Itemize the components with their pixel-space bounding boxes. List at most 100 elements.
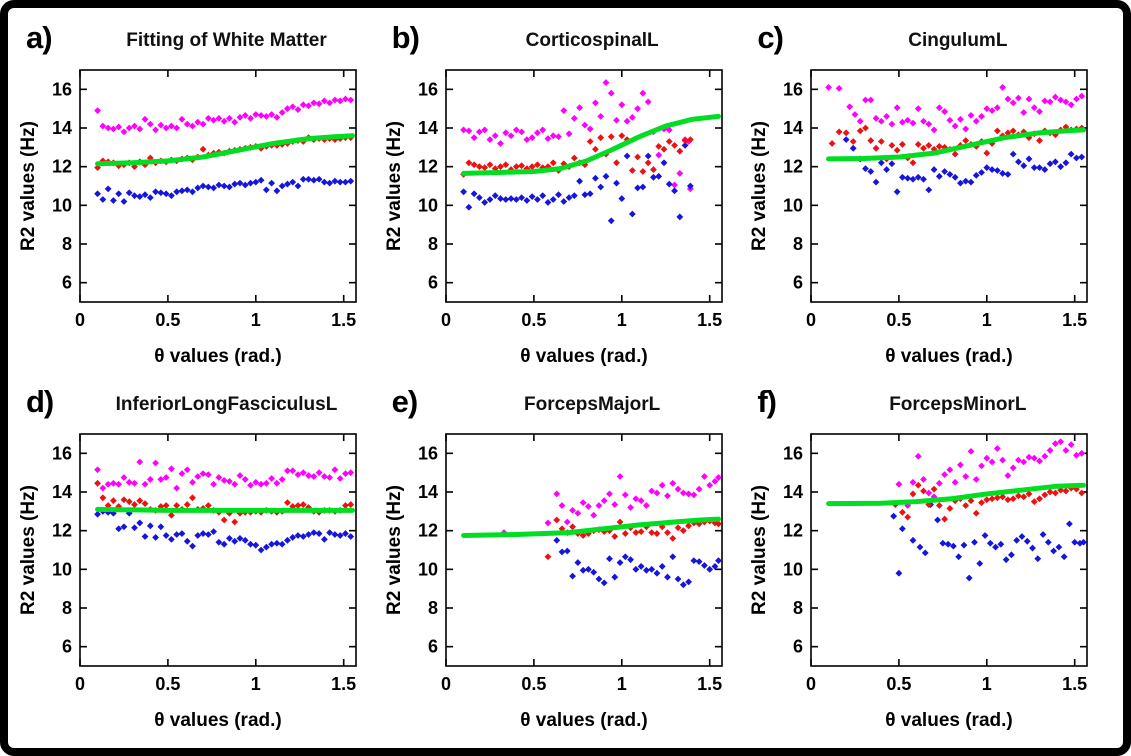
chart-svg: 0 0.5 1 1.5 6 8 10 12 14 16 θ values (rad.) R2 valu…	[18, 433, 357, 731]
y-tick-label: 10	[418, 195, 438, 215]
chart-title-f: ForcepsMinorL	[889, 394, 1027, 415]
y-tick-label: 10	[783, 559, 803, 579]
x-tick-label: 1	[616, 674, 626, 694]
subplot-e-header: e) ForcepsMajorL	[384, 382, 747, 426]
y-tick-label: 14	[418, 482, 438, 502]
y-tick-label: 16	[418, 79, 438, 99]
red-points	[892, 481, 1086, 523]
x-tick-label: 0.5	[521, 310, 546, 330]
fit-line	[95, 506, 355, 513]
fit-line	[460, 113, 721, 176]
y-axis-label: R2 values (Hz)	[384, 485, 405, 615]
x-tick-label: 1.5	[697, 310, 722, 330]
y-tick-label: 12	[52, 521, 72, 541]
y-tick-label: 10	[52, 195, 72, 215]
x-tick-label: 0	[806, 674, 816, 694]
y-tick-label: 6	[793, 273, 803, 293]
x-tick-label: 0.5	[521, 674, 546, 694]
panel-label-d: d)	[26, 384, 54, 419]
panel-label-b: b)	[391, 20, 420, 55]
y-tick-label: 8	[62, 234, 72, 254]
x-tick-label: 0.5	[887, 310, 912, 330]
subplot-e: e) ForcepsMajorL 0 0.5 1 1.5 6 8 10 12 14 16 θ val…	[384, 382, 747, 742]
y-tick-label: 10	[52, 559, 72, 579]
fit-line	[460, 516, 721, 538]
chart-svg: 0 0.5 1 1.5 6 8 10 12 14 16 θ values (rad.) R2 valu…	[384, 69, 723, 367]
subplot-b: b) CorticospinalL 0 0.5 1 1.5 6 8 10 12 14 16 θ va…	[384, 18, 747, 378]
fit-line	[826, 127, 1087, 162]
x-tick-label: 0.5	[155, 674, 180, 694]
chart-title-c: CingulumL	[908, 30, 1008, 51]
x-tick-label: 0	[75, 310, 85, 330]
x-tick-label: 0	[75, 674, 85, 694]
y-tick-label: 14	[418, 118, 438, 138]
chart-canvas-d: 0 0.5 1 1.5 6 8 10 12 14 16 θ values (rad.) R2 valu…	[18, 426, 370, 734]
chart-svg: 0 0.5 1 1.5 6 8 10 12 14 16 θ values (rad.) R2 valu…	[749, 69, 1089, 367]
y-tick-label: 12	[783, 157, 803, 177]
x-tick-label: 1.5	[1063, 310, 1088, 330]
y-tick-label: 8	[62, 598, 72, 618]
y-tick-label: 12	[418, 157, 438, 177]
y-tick-label: 16	[52, 443, 72, 463]
chart-title-b: CorticospinalL	[525, 30, 659, 51]
y-tick-label: 10	[418, 559, 438, 579]
chart-canvas-e: 0 0.5 1 1.5 6 8 10 12 14 16 θ values (rad.) R2 valu…	[384, 426, 736, 734]
subplot-f-header: f) ForcepsMinorL	[749, 382, 1112, 426]
fit-line	[826, 482, 1087, 507]
magenta-points	[500, 473, 722, 536]
y-tick-label: 6	[428, 637, 438, 657]
y-tick-label: 10	[783, 195, 803, 215]
x-tick-label: 0.5	[887, 674, 912, 694]
y-axis-label: R2 values (Hz)	[384, 121, 405, 251]
chart-canvas-c: 0 0.5 1 1.5 6 8 10 12 14 16 θ values (rad.) R2 valu…	[749, 62, 1101, 370]
x-tick-label: 1	[251, 674, 261, 694]
x-tick-label: 0	[441, 674, 451, 694]
subplot-b-header: b) CorticospinalL	[384, 18, 747, 62]
fit-line	[95, 133, 355, 167]
blue-points	[459, 142, 694, 225]
chart-canvas-b: 0 0.5 1 1.5 6 8 10 12 14 16 θ values (rad.) R2 valu…	[384, 62, 736, 370]
y-tick-label: 6	[62, 273, 72, 293]
magenta-points	[459, 79, 694, 193]
blue-points	[94, 507, 355, 554]
panel-label-a: a)	[26, 20, 53, 55]
subplot-a-header: a) Fitting of White Matter	[18, 18, 381, 62]
x-tick-label: 1	[251, 310, 261, 330]
y-axis-label: R2 values (Hz)	[749, 485, 770, 615]
x-axis-label: θ values (rad.)	[520, 346, 647, 367]
subplot-f: f) ForcepsMinorL 0 0.5 1 1.5 6 8 10 12 14 16 θ val…	[749, 382, 1112, 742]
chart-svg: 0 0.5 1 1.5 6 8 10 12 14 16 θ values (rad.) R2 valu…	[384, 433, 723, 731]
x-tick-label: 1	[616, 310, 626, 330]
red-points	[459, 132, 694, 178]
chart-title-e: ForcepsMajorL	[524, 394, 661, 415]
x-tick-label: 1	[982, 674, 992, 694]
x-tick-label: 0	[441, 310, 451, 330]
x-tick-label: 1.5	[1063, 674, 1088, 694]
x-tick-label: 1.5	[331, 674, 356, 694]
y-tick-label: 16	[783, 443, 803, 463]
x-tick-label: 1.5	[331, 310, 356, 330]
y-tick-label: 8	[793, 234, 803, 254]
x-axis-label: θ values (rad.)	[154, 346, 281, 367]
y-tick-label: 6	[428, 273, 438, 293]
chart-title-a: Fitting of White Matter	[126, 30, 327, 51]
y-tick-label: 14	[52, 482, 72, 502]
y-tick-label: 8	[793, 598, 803, 618]
chart-canvas-f: 0 0.5 1 1.5 6 8 10 12 14 16 θ values (rad.) R2 valu…	[749, 426, 1101, 734]
x-axis-label: θ values (rad.)	[154, 710, 281, 731]
x-tick-label: 0	[806, 310, 816, 330]
panel-label-f: f)	[757, 384, 777, 419]
chart-svg: 0 0.5 1 1.5 6 8 10 12 14 16 θ values (rad.) R2 valu…	[749, 433, 1089, 731]
x-axis-label: θ values (rad.)	[520, 710, 647, 731]
y-axis-label: R2 values (Hz)	[18, 121, 39, 251]
y-tick-label: 14	[783, 482, 803, 502]
y-tick-label: 14	[783, 118, 803, 138]
subplot-d: d) InferiorLongFasciculusL 0 0.5 1 1.5 6 8 10 1…	[18, 382, 381, 742]
subplot-c: c) CingulumL 0 0.5 1 1.5 6 8 10 12 14 16 θ values …	[749, 18, 1112, 378]
subplot-d-header: d) InferiorLongFasciculusL	[18, 382, 381, 426]
y-axis-label: R2 values (Hz)	[749, 121, 770, 251]
x-axis-label: θ values (rad.)	[886, 346, 1013, 367]
y-tick-label: 12	[52, 157, 72, 177]
y-tick-label: 6	[62, 637, 72, 657]
